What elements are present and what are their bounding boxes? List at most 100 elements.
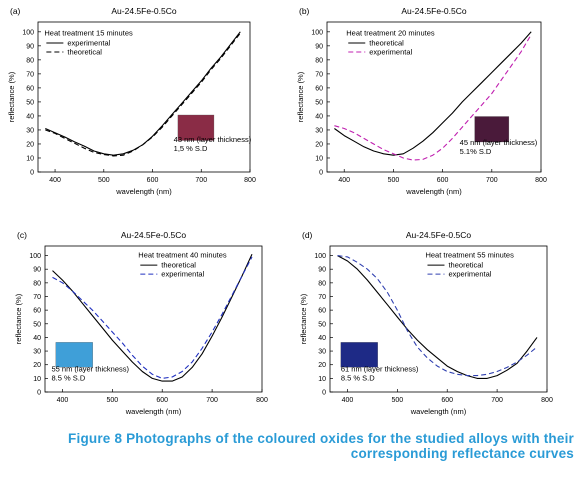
panel-c-series-experimental-line [52,256,253,379]
panel-a-plot-frame [37,21,251,173]
panel-a-annotation: 43 nm (layer thickness) [174,135,252,144]
panel-d-y-tick-label: 70 [318,294,326,301]
panel-d-x-axis-label: wavelength (nm) [410,407,467,416]
panel-d-y-tick-label: 90 [318,267,326,274]
panel-a-series-theoretical-line [45,32,241,157]
panel-a-y-tick-label: 100 [22,29,34,36]
panel-d-legend-entry: experimental [448,270,491,279]
panel-b-y-tick-label: 30 [315,127,323,134]
panel-b-x-axis-label: wavelength (nm) [405,187,462,196]
panel-b-oxide-photo [474,116,510,143]
panel-d-y-axis-label: reflectance (%) [299,293,308,344]
panel-c-y-tick-label: 0 [37,390,41,397]
panel-d-x-tick-label: 400 [342,397,354,404]
panel-b-x-tick-label: 800 [535,177,547,184]
panel-b-annotation: 5.1% S.D [460,147,492,156]
panel-b-y-tick-label: 90 [315,43,323,50]
panel-c-legend-title: Heat treatment 40 minutes [138,251,227,260]
panel-b-legend-title: Heat treatment 20 minutes [346,29,435,38]
panel-d-legend-entry: theoretical [448,261,483,270]
panel-d-y-tick-label: 0 [322,390,326,397]
panel-b-y-tick-label: 100 [311,29,323,36]
panel-b-legend-entry: experimental [369,48,412,57]
panel-b-series-theoretical-line [334,31,532,156]
panel-c-x-tick-label: 500 [107,397,119,404]
panel-c-y-tick-label: 60 [33,308,41,315]
panel-a-oxide-photo [177,114,215,141]
panel-c-y-tick-label: 20 [33,362,41,369]
panel-b-y-axis-label: reflectance (%) [296,71,305,122]
panel-c-x-tick-label: 800 [256,397,268,404]
panel-d-y-tick-label: 30 [318,349,326,356]
panel-b-x-tick-label: 700 [486,177,498,184]
panel-d-plot-frame [329,245,548,393]
panel-a-y-tick-label: 40 [26,113,34,120]
panel-c-y-tick-label: 30 [33,349,41,356]
panel-b-y-tick-label: 50 [315,99,323,106]
figure-caption: Figure 8 Photographs of the coloured oxi… [68,431,574,461]
panel-a-legend-entry: experimental [67,39,110,48]
panel-b-label: (b) [299,6,310,16]
panel-b-y-tick-label: 60 [315,85,323,92]
panel-a-y-tick-label: 90 [26,43,34,50]
panel-d-series-experimental-line [337,255,538,377]
panel-d-x-tick-label: 500 [392,397,404,404]
panel-b-y-tick-label: 10 [315,155,323,162]
panel-c-legend-entry: theoretical [161,261,196,270]
panel-d-label: (d) [302,230,313,240]
panel-c-y-tick-label: 10 [33,376,41,383]
panel-a-y-tick-label: 20 [26,141,34,148]
panel-d-y-tick-label: 60 [318,308,326,315]
panel-c-y-tick-label: 50 [33,321,41,328]
panel-a-annotation: 1,5 % S.D [174,144,208,153]
panel-d-legend-title: Heat treatment 55 minutes [425,251,514,260]
panel-c-y-tick-label: 70 [33,294,41,301]
panel-c-x-tick-label: 600 [156,397,168,404]
panel-a-y-tick-label: 50 [26,99,34,106]
panel-d-y-tick-label: 50 [318,321,326,328]
panel-a-y-tick-label: 30 [26,127,34,134]
panel-d-x-tick-label: 700 [491,397,503,404]
panel-c-y-tick-label: 80 [33,280,41,287]
panel-b-annotation: 45 nm (layer thickness) [460,138,538,147]
panel-d-y-tick-label: 100 [314,253,326,260]
panel-a-y-axis-label: reflectance (%) [7,71,16,122]
panel-c-title: Au-24.5Fe-0.5Co [121,230,186,240]
panel-a-x-axis-label: wavelength (nm) [115,187,172,196]
panel-a-x-tick-label: 700 [195,177,207,184]
panel-a-x-tick-label: 400 [49,177,61,184]
panel-c-y-tick-label: 90 [33,267,41,274]
panel-a-label: (a) [10,6,21,16]
panel-c-series-theoretical-line [52,253,253,382]
panel-c-plot-frame [44,245,263,393]
panel-d-y-tick-label: 80 [318,280,326,287]
panel-c-oxide-photo [55,342,93,368]
panel-c-x-tick-label: 400 [57,397,69,404]
panel-a-legend-entry: theoretical [67,48,102,57]
panel-c-x-tick-label: 700 [206,397,218,404]
panel-d-y-tick-label: 10 [318,376,326,383]
panel-d-oxide-photo [340,342,378,368]
panel-c-y-tick-label: 100 [29,253,41,260]
panel-a-legend-title: Heat treatment 15 minutes [44,29,133,38]
panel-d-y-tick-label: 40 [318,335,326,342]
panel-b-y-tick-label: 40 [315,113,323,120]
panel-c-y-axis-label: reflectance (%) [14,293,23,344]
panel-c-x-axis-label: wavelength (nm) [125,407,182,416]
panel-d-x-tick-label: 600 [441,397,453,404]
panel-c-legend-entry: experimental [161,270,204,279]
panel-a-y-tick-label: 0 [30,170,34,177]
panel-a-y-tick-label: 80 [26,57,34,64]
panel-d-title: Au-24.5Fe-0.5Co [406,230,471,240]
panel-a-x-tick-label: 600 [147,177,159,184]
panel-a-title: Au-24.5Fe-0.5Co [111,6,176,16]
panel-d-x-tick-label: 800 [541,397,553,404]
panel-b-series-experimental-line [334,34,532,161]
panel-d-annotation: 61 nm (layer thickness) [341,365,419,374]
panel-b-x-tick-label: 500 [388,177,400,184]
panel-a-x-tick-label: 800 [244,177,256,184]
panel-a-y-tick-label: 70 [26,71,34,78]
panel-b-legend-entry: theoretical [369,39,404,48]
panel-a-y-tick-label: 60 [26,85,34,92]
